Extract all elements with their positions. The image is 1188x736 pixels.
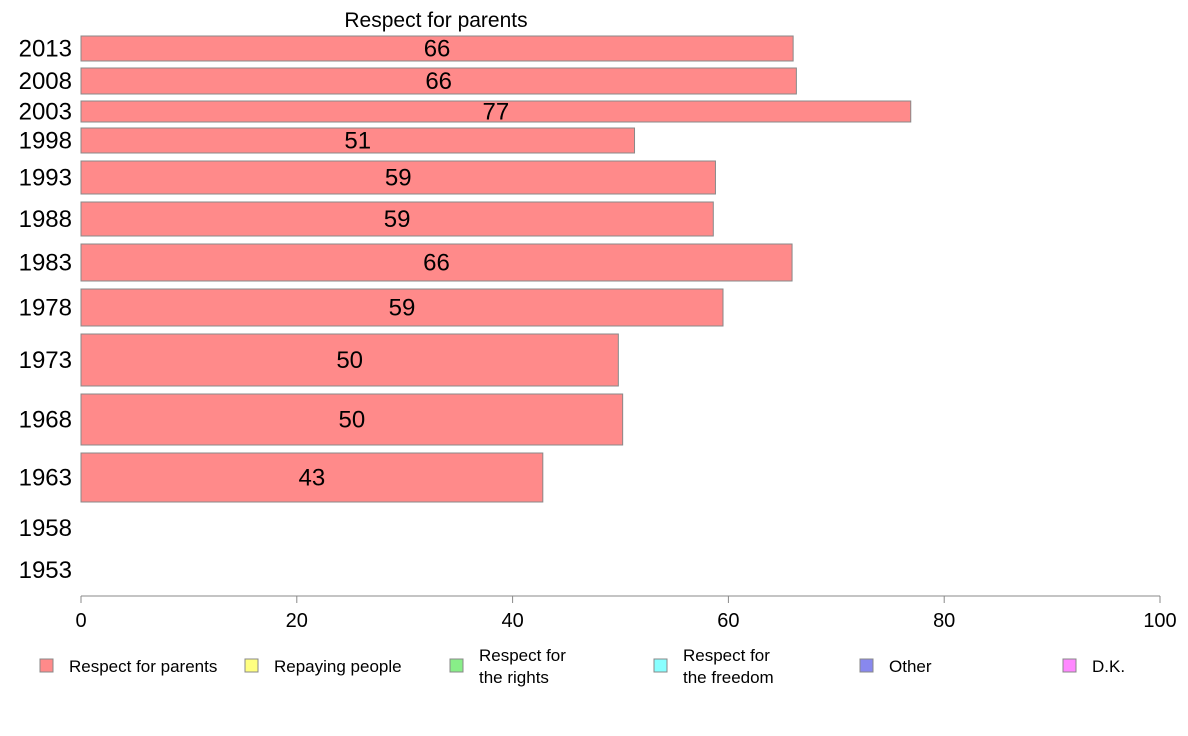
legend-swatch: [859, 658, 874, 673]
x-tick-label: 80: [933, 610, 955, 632]
y-tick-label: 1993: [19, 165, 72, 192]
y-tick-label: 2003: [19, 99, 72, 126]
bar-labels-group: 66 66 77 51 59 59 66 59 50 50 43: [299, 36, 510, 492]
bar-data-label: 66: [424, 36, 451, 63]
y-tick-label: 1978: [19, 295, 72, 322]
y-tick-label: 2008: [19, 68, 72, 95]
x-tick-label: 0: [75, 610, 86, 632]
legend-label: Repaying people: [274, 657, 402, 676]
y-tick-label: 1953: [19, 557, 72, 584]
x-tick-label: 100: [1143, 610, 1176, 632]
y-tick-label: 1988: [19, 206, 72, 233]
bar: [80, 127, 636, 154]
bar: [80, 201, 714, 237]
bar-data-label: 51: [344, 128, 371, 155]
legend-label: Respect for the freedom: [683, 646, 774, 687]
legend-swatch: [244, 658, 259, 673]
y-tick-label: 1973: [19, 347, 72, 374]
x-tick-label: 60: [717, 610, 739, 632]
bar: [80, 243, 793, 282]
bar: [80, 100, 912, 123]
legend-label: Other: [889, 657, 932, 676]
legend-item: Respect for the rights: [449, 646, 566, 687]
y-tick-label: 1968: [19, 407, 72, 434]
bar: [80, 35, 794, 62]
bar: [80, 288, 724, 327]
legend-label: D.K.: [1092, 657, 1125, 676]
bar: [80, 333, 619, 387]
bar-data-label: 77: [483, 99, 510, 126]
y-tick-label: 1998: [19, 128, 72, 155]
legend-item: Other: [859, 657, 932, 676]
y-tick-label: 1983: [19, 250, 72, 277]
bar: [80, 160, 716, 195]
legend-swatch: [39, 658, 54, 673]
bar-data-label: 59: [384, 206, 411, 233]
y-tick-label: 2013: [19, 36, 72, 63]
legend-item: D.K.: [1062, 657, 1125, 676]
legend-item: Respect for parents: [39, 657, 217, 676]
bar: [80, 393, 624, 446]
legend: Respect for parents Repaying people Respec…: [39, 646, 1125, 687]
bar-data-label: 50: [338, 407, 365, 434]
legend-label: Respect for the rights: [479, 646, 566, 687]
bar-data-label: 66: [425, 68, 452, 95]
x-tick-label: 40: [501, 610, 523, 632]
chart-title: Respect for parents: [344, 9, 527, 32]
y-tick-label: 1958: [19, 515, 72, 542]
bar: [80, 452, 544, 503]
legend-item: Respect for the freedom: [653, 646, 774, 687]
bar-data-label: 59: [389, 295, 416, 322]
bar-data-label: 59: [385, 165, 412, 192]
legend-swatch: [1062, 658, 1077, 673]
x-axis: 0 20 40 60 80 100: [75, 595, 1177, 632]
legend-swatch: [449, 658, 464, 673]
bar-data-label: 50: [336, 347, 363, 374]
legend-label: Respect for parents: [69, 657, 217, 676]
x-tick-label: 20: [286, 610, 308, 632]
bar-data-label: 66: [423, 250, 450, 277]
legend-item: Repaying people: [244, 657, 402, 676]
bars-group: [80, 35, 912, 503]
y-tick-label: 1963: [19, 465, 72, 492]
legend-swatch: [653, 658, 668, 673]
bar-data-label: 43: [299, 465, 326, 492]
bar: [80, 67, 797, 95]
